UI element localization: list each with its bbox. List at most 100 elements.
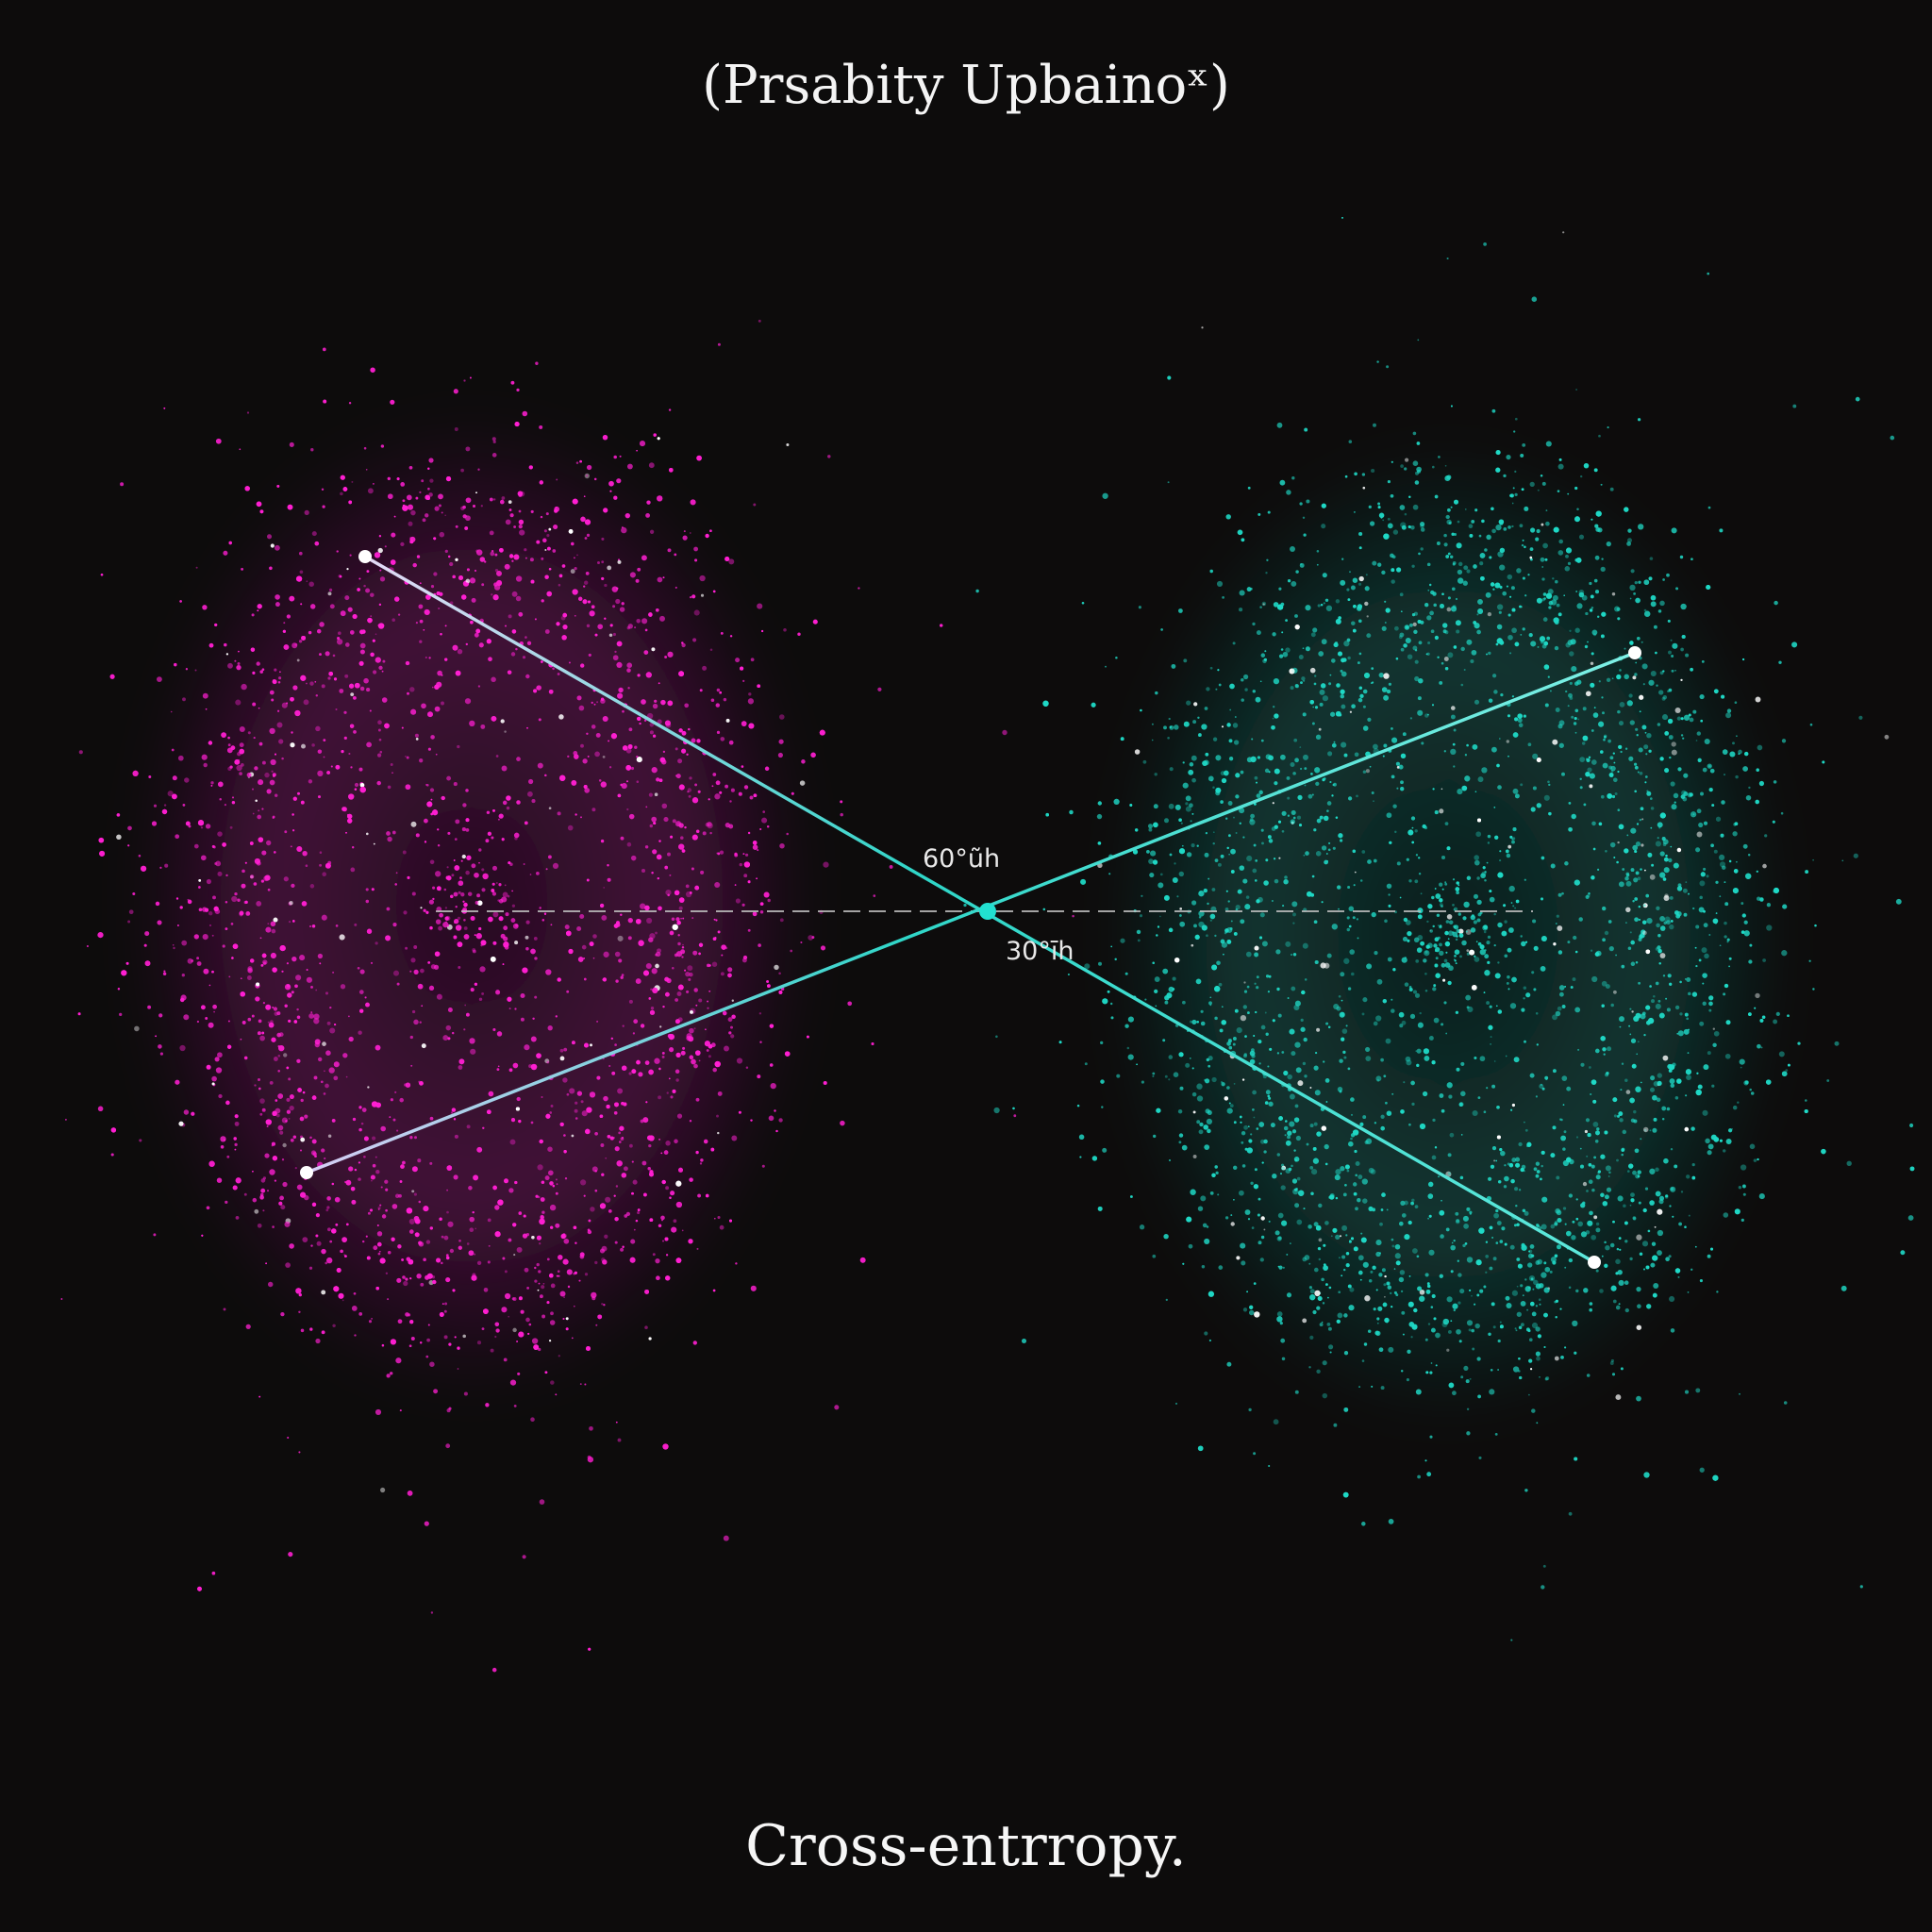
- left-cloud-particle: [234, 1121, 240, 1126]
- left-cloud-particle: [684, 825, 687, 829]
- left-cloud-particle: [719, 791, 723, 794]
- left-cloud-particle: [645, 806, 648, 808]
- left-cloud-particle: [387, 1251, 391, 1255]
- left-cloud-particle: [562, 1077, 568, 1083]
- left-cloud-particle: [311, 924, 316, 928]
- right-cloud-particle: [1423, 958, 1427, 963]
- right-cloud-particle: [1550, 1153, 1556, 1158]
- left-cloud-particle: [657, 437, 660, 441]
- left-cloud-particle: [302, 1237, 308, 1242]
- left-cloud-particle: [652, 849, 658, 855]
- right-cloud-particle: [1677, 1275, 1680, 1278]
- left-cloud-particle: [808, 935, 814, 941]
- left-cloud-particle: [681, 730, 687, 736]
- left-cloud-particle: [515, 575, 523, 582]
- left-cloud-particle: [359, 786, 366, 793]
- right-cloud-particle: [1241, 1141, 1244, 1144]
- left-cloud-particle: [462, 514, 467, 519]
- left-cloud-particle: [593, 477, 597, 481]
- right-cloud-particle: [1615, 1258, 1621, 1265]
- right-cloud-particle: [1418, 873, 1422, 875]
- left-cloud-particle: [575, 1101, 578, 1105]
- right-cloud-particle: [1511, 840, 1515, 844]
- left-cloud-particle: [256, 501, 262, 508]
- left-cloud-particle: [706, 1049, 709, 1052]
- left-cloud-particle: [252, 671, 256, 675]
- left-cloud-particle: [820, 945, 826, 951]
- left-cloud-particle: [481, 1327, 485, 1330]
- left-cloud-particle: [380, 444, 385, 448]
- right-cloud-particle: [1424, 990, 1428, 992]
- right-cloud-particle: [1433, 984, 1437, 988]
- left-cloud-particle: [369, 709, 372, 712]
- right-cloud-particle: [1343, 1351, 1349, 1356]
- right-cloud-particle: [1595, 1227, 1601, 1233]
- left-cloud-particle: [504, 563, 510, 570]
- left-cloud-particle: [314, 1039, 321, 1045]
- left-cloud-particle: [335, 764, 341, 770]
- right-cloud-particle: [1193, 924, 1197, 928]
- left-cloud-particle: [319, 962, 322, 965]
- left-cloud-particle: [522, 410, 528, 417]
- left-cloud-particle: [550, 1380, 555, 1385]
- left-cloud-particle: [589, 1425, 593, 1431]
- right-cloud-particle: [1373, 858, 1377, 863]
- left-cloud-particle: [502, 800, 508, 806]
- right-cloud-particle: [1657, 1229, 1664, 1237]
- left-cloud-particle: [675, 951, 683, 958]
- left-cloud-particle: [429, 925, 433, 930]
- left-cloud-particle: [348, 683, 355, 689]
- left-cloud-particle: [187, 899, 192, 905]
- left-cloud-particle: [691, 917, 694, 920]
- left-cloud-particle: [344, 595, 350, 601]
- left-cloud-particle: [220, 1136, 226, 1142]
- left-cloud-particle: [365, 899, 370, 904]
- left-cloud-particle: [461, 854, 466, 859]
- left-cloud-particle: [244, 486, 250, 491]
- right-cloud-particle: [1319, 689, 1325, 695]
- left-cloud-particle: [549, 1181, 554, 1186]
- left-cloud-particle: [619, 1125, 625, 1131]
- left-cloud-particle: [578, 705, 585, 711]
- left-cloud-particle: [680, 836, 684, 840]
- right-cloud-particle: [1420, 892, 1423, 895]
- right-cloud-particle: [1302, 1318, 1307, 1324]
- left-cloud-particle: [139, 1139, 142, 1142]
- left-cloud-particle: [608, 1064, 611, 1068]
- left-cloud-particle: [409, 1277, 412, 1280]
- left-cloud-particle: [452, 575, 456, 579]
- left-cloud-particle: [290, 1138, 294, 1142]
- left-cloud-particle: [478, 861, 480, 864]
- left-cloud-particle: [539, 1242, 541, 1245]
- right-cloud-particle: [1582, 735, 1589, 741]
- left-cloud-particle: [597, 624, 604, 630]
- left-cloud-particle: [492, 809, 495, 812]
- left-cloud-particle: [425, 513, 429, 518]
- left-cloud-particle: [284, 984, 291, 991]
- right-cloud-particle: [1490, 1036, 1492, 1039]
- right-cloud-particle: [1676, 1078, 1682, 1084]
- left-cloud-particle: [667, 651, 674, 658]
- right-cloud-particle: [1224, 1216, 1229, 1220]
- left-cloud-particle: [495, 1328, 500, 1333]
- left-cloud-particle: [410, 958, 416, 963]
- left-cloud-particle: [478, 642, 484, 648]
- left-cloud-particle: [714, 1060, 721, 1068]
- right-cloud-particle: [1084, 963, 1091, 970]
- left-cloud-particle: [590, 1043, 592, 1047]
- left-cloud-particle: [289, 901, 293, 906]
- left-cloud-particle: [385, 935, 391, 941]
- left-cloud-particle: [172, 775, 177, 781]
- left-cloud-particle: [212, 895, 216, 900]
- right-cloud-particle: [1384, 1295, 1386, 1298]
- left-cloud-particle: [220, 1145, 225, 1149]
- left-cloud-particle: [399, 1409, 402, 1412]
- left-cloud-particle: [654, 699, 658, 703]
- right-cloud-particle: [1450, 714, 1456, 720]
- left-cloud-particle: [612, 632, 616, 637]
- left-cloud-particle: [333, 1061, 340, 1068]
- left-cloud-particle: [768, 1115, 774, 1122]
- left-cloud-particle: [647, 1166, 651, 1171]
- left-cloud-particle: [314, 541, 320, 546]
- right-cloud-particle: [1636, 1395, 1641, 1402]
